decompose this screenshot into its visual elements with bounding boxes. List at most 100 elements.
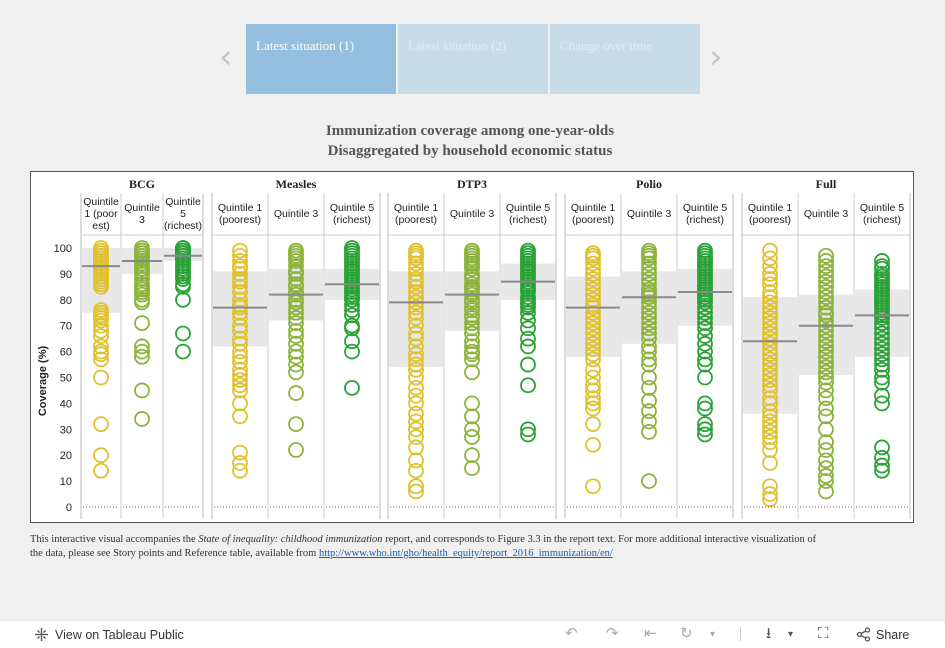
data-point: [762, 413, 778, 430]
data-point: [408, 421, 424, 438]
data-point: [288, 304, 304, 321]
data-point: [818, 452, 834, 469]
quintile-label: (poorest): [749, 214, 791, 226]
vaccine-label: DTP3: [457, 177, 487, 191]
share-button[interactable]: Share: [856, 627, 909, 642]
y-tick-label: 100: [54, 243, 72, 255]
data-point: [288, 322, 304, 339]
story-navigator: ‹ Latest situation (1) Latest situation …: [0, 0, 945, 100]
chevron-down-icon[interactable]: ▾: [710, 629, 716, 640]
chevron-right-icon[interactable]: ›: [709, 37, 723, 77]
data-point: [464, 260, 480, 277]
data-point: [874, 346, 890, 363]
chevron-down-icon[interactable]: ▾: [788, 629, 794, 640]
data-point: [874, 449, 890, 466]
data-point: [641, 369, 657, 386]
data-point: [697, 416, 713, 433]
data-point: [232, 242, 248, 259]
coverage-dot-chart[interactable]: Coverage (%) 0 10 20 30 40 50 60 70 80 90 100 BCG Qui…: [30, 171, 914, 523]
revert-icon[interactable]: ⇤: [644, 624, 657, 642]
data-point: [134, 315, 150, 332]
refresh-icon[interactable]: ↻: [680, 624, 693, 642]
data-point: [464, 351, 480, 368]
data-point: [762, 356, 778, 373]
data-point: [408, 356, 424, 373]
tab-latest-situation-2[interactable]: Latest situation (2): [398, 24, 548, 94]
quintile-label: (poorest): [219, 214, 261, 226]
data-point: [641, 294, 657, 311]
data-point: [641, 325, 657, 342]
data-point: [93, 278, 109, 295]
quintile-label: Quintile 3: [450, 208, 495, 220]
data-point: [641, 266, 657, 282]
data-point: [762, 372, 778, 388]
data-point: [408, 310, 424, 326]
data-point: [818, 253, 834, 269]
data-point: [232, 310, 248, 326]
download-icon[interactable]: ⭳: [766, 624, 772, 642]
data-point: [818, 268, 834, 285]
tableau-toolbar: View on Tableau Public ↶ ↷ ⇤ ↻ ▾ ⭳ ▾ ⛶ S…: [0, 620, 945, 648]
view-on-tableau-label: View on Tableau Public: [55, 627, 184, 642]
data-point: [818, 299, 834, 316]
tab-latest-situation-1[interactable]: Latest situation (1): [246, 24, 396, 94]
data-point: [520, 330, 536, 347]
data-point: [464, 338, 480, 355]
vaccine-label: Polio: [636, 177, 662, 191]
chart-area[interactable]: Coverage (%) 0 10 20 30 40 50 60 70 80 90 100 BCG Qui…: [30, 171, 914, 523]
data-point: [641, 330, 657, 347]
view-on-tableau-link[interactable]: View on Tableau Public: [34, 627, 184, 642]
data-point: [175, 325, 191, 342]
data-point: [818, 258, 834, 275]
data-point: [585, 346, 601, 363]
data-point: [288, 299, 304, 316]
data-point: [134, 294, 150, 311]
data-point: [585, 400, 601, 417]
data-point: [93, 317, 109, 334]
data-point: [818, 278, 834, 295]
data-point: [288, 385, 304, 401]
data-point: [818, 354, 834, 370]
data-point: [520, 284, 536, 300]
fullscreen-icon[interactable]: ⛶: [818, 624, 829, 642]
data-point: [585, 377, 601, 394]
data-point: [232, 382, 248, 399]
data-point: [585, 281, 601, 298]
data-point: [762, 304, 778, 321]
data-point: [818, 328, 834, 344]
undo-icon[interactable]: ↶: [565, 624, 578, 642]
quintile-label: Quintile: [83, 196, 119, 208]
data-point: [464, 310, 480, 326]
data-point: [520, 338, 536, 355]
data-point: [697, 335, 713, 352]
data-point: [585, 416, 601, 433]
data-point: [641, 343, 657, 360]
data-point: [818, 421, 834, 438]
data-point: [762, 434, 778, 451]
data-point: [464, 302, 480, 319]
chevron-left-icon[interactable]: ‹: [219, 37, 233, 77]
redo-icon[interactable]: ↷: [606, 624, 619, 642]
data-point: [585, 351, 601, 368]
share-label: Share: [876, 627, 910, 642]
data-point: [762, 361, 778, 378]
data-point: [585, 276, 601, 293]
footnote-text-pre: This interactive visual accompanies the: [30, 534, 199, 545]
data-point: [874, 253, 890, 269]
data-point: [288, 315, 304, 332]
data-point: [697, 421, 713, 438]
data-point: [93, 328, 109, 344]
data-point: [585, 436, 601, 453]
data-point: [585, 255, 601, 272]
data-point: [464, 395, 480, 412]
iqr-band: [213, 271, 267, 347]
data-point: [408, 452, 424, 469]
data-point: [762, 408, 778, 425]
data-point: [818, 348, 834, 365]
data-point: [585, 325, 601, 342]
footnote-link[interactable]: http://www.who.int/gho/health_equity/rep…: [318, 548, 613, 559]
data-point: [762, 418, 778, 435]
data-point: [520, 377, 536, 394]
tab-change-over-time[interactable]: Change over time: [550, 24, 700, 94]
data-point: [762, 320, 778, 337]
